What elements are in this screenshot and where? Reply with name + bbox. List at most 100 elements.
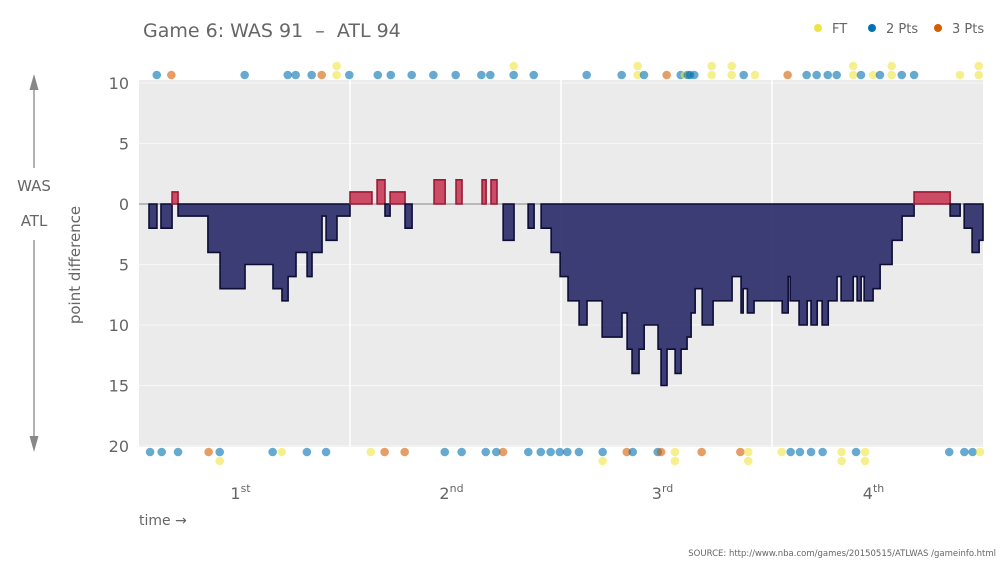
atl-lead-area	[404, 203, 413, 229]
scoring-dot-was-2pt	[152, 70, 162, 80]
atl-lead-area	[148, 203, 158, 229]
scoring-dot-atl-ft	[366, 447, 376, 457]
scoring-dot-atl-2pt	[944, 447, 954, 457]
scoring-dot-was-ft	[750, 70, 760, 80]
y-tick-label: 10	[109, 74, 129, 93]
scoring-dot-atl-ft	[215, 456, 225, 466]
scoring-dot-atl-2pt	[302, 447, 312, 457]
scoring-dot-was-ft	[848, 70, 858, 80]
atl-lead-area	[949, 203, 961, 217]
scoring-dot-was-ft	[868, 70, 878, 80]
was-lead-area	[481, 179, 487, 205]
scoring-dot-atl-2pt	[818, 447, 827, 457]
scoring-dot-was-2pt	[509, 70, 519, 80]
source-note: SOURCE: http://www.nba.com/games/2015051…	[688, 549, 996, 559]
atl-lead-area	[502, 203, 515, 242]
scoring-dot-atl-2pt	[960, 447, 969, 457]
atl-lead-area	[160, 203, 173, 229]
scoring-dot-was-2pt	[429, 70, 438, 80]
scoring-dot-was-2pt	[617, 70, 626, 80]
y-tick-label: 10	[109, 316, 129, 335]
scoring-dot-was-2pt	[240, 70, 249, 80]
scoring-dot-was-2pt	[291, 70, 300, 80]
scoring-dot-was-2pt	[407, 70, 417, 80]
scoring-dot-atl-2pt	[795, 447, 805, 457]
scoring-dot-was-3pt	[167, 70, 176, 80]
scoring-dot-atl-2pt	[523, 447, 533, 457]
legend-label: 3 Pts	[952, 22, 984, 37]
scoring-dot-was-ft	[633, 61, 642, 71]
was-lead-area	[913, 191, 951, 205]
scoring-dot-was-3pt	[317, 70, 326, 80]
scoring-dot-atl-2pt	[546, 447, 555, 457]
scoring-dot-atl-2pt	[481, 447, 491, 457]
was-lead-area	[455, 179, 463, 205]
scoring-dot-atl-ft	[860, 456, 870, 466]
x-tick-label: 4th	[863, 482, 885, 503]
x-tick-label: 2nd	[439, 482, 463, 503]
scoring-dot-atl-2pt	[491, 447, 501, 457]
scoring-dot-was-2pt	[832, 70, 842, 80]
scoring-dot-atl-3pt	[736, 447, 745, 457]
scoring-dot-was-ft	[509, 61, 519, 71]
was-lead-area	[490, 179, 498, 205]
scoring-dot-was-ft	[887, 70, 897, 80]
scoring-dot-atl-2pt	[440, 447, 450, 457]
scoring-dot-atl-2pt	[786, 447, 795, 457]
legend-dot-2	[868, 24, 876, 32]
scoring-dot-atl-2pt	[851, 447, 861, 457]
scoring-dot-atl-2pt	[555, 447, 565, 457]
scoring-dot-atl-2pt	[457, 447, 466, 457]
scoring-dot-was-2pt	[802, 70, 811, 80]
scoring-dot-atl-2pt	[968, 447, 977, 457]
scoring-dot-atl-3pt	[400, 447, 409, 457]
scoring-dot-atl-2pt	[598, 447, 607, 457]
scoring-dot-atl-ft	[837, 447, 846, 457]
scoring-dot-atl-3pt	[498, 447, 508, 457]
scoring-dot-was-2pt	[582, 70, 591, 80]
scoring-dot-was-2pt	[897, 70, 907, 80]
scoring-dot-was-2pt	[386, 70, 396, 80]
scoring-dot-was-2pt	[823, 70, 833, 80]
scoring-dot-atl-2pt	[806, 447, 816, 457]
scoring-dot-atl-2pt	[173, 447, 183, 457]
scoring-dot-was-ft	[707, 70, 716, 80]
atl-lead-area	[527, 203, 535, 229]
scoring-dot-atl-ft	[670, 456, 680, 466]
y-tick-label: 20	[109, 437, 129, 456]
legend-dot-3	[934, 24, 942, 32]
y-tick-label: 15	[109, 377, 129, 396]
chart-title: Game 6: WAS 91 – ATL 94	[143, 20, 401, 42]
scoring-dot-was-ft	[332, 70, 341, 80]
scoring-dot-was-2pt	[639, 70, 649, 80]
was-lead-area	[389, 191, 406, 205]
y-tick-label: 5	[119, 256, 129, 275]
x-tick-label: 3rd	[652, 482, 674, 503]
up-arrow-icon	[29, 74, 39, 168]
scoring-dot-was-ft	[887, 61, 897, 71]
scoring-dot-atl-2pt	[145, 447, 155, 457]
x-tick-label: 1st	[230, 482, 251, 503]
scoring-dot-was-3pt	[662, 70, 671, 80]
scoring-dot-atl-2pt	[536, 447, 546, 457]
scoring-dot-was-ft	[955, 70, 965, 80]
legend: FT 2 Pts 3 Pts	[814, 22, 984, 37]
scoring-dot-atl-2pt	[321, 447, 331, 457]
scoring-dot-was-ft	[727, 70, 737, 80]
scoring-dot-was-ft	[974, 61, 984, 71]
scoring-dot-atl-2pt	[574, 447, 584, 457]
difference-areas	[148, 179, 984, 387]
scoring-dot-was-3pt	[783, 70, 792, 80]
scoring-dot-was-2pt	[689, 70, 699, 80]
scoring-dot-was-2pt	[344, 70, 354, 80]
scoring-dot-atl-3pt	[380, 447, 389, 457]
legend-label: FT	[832, 22, 847, 37]
x-axis: 1st 2nd 3rd 4th	[230, 482, 884, 503]
scoring-dot-was-2pt	[875, 70, 885, 80]
y-axis: 10 5 0 5 10 15 20	[109, 74, 129, 456]
scoring-dot-was-ft	[707, 61, 716, 71]
was-lead-area	[433, 179, 446, 205]
scoring-dot-atl-3pt	[656, 447, 666, 457]
was-lead-area	[349, 191, 373, 205]
scoring-dot-was-ft	[633, 70, 642, 80]
